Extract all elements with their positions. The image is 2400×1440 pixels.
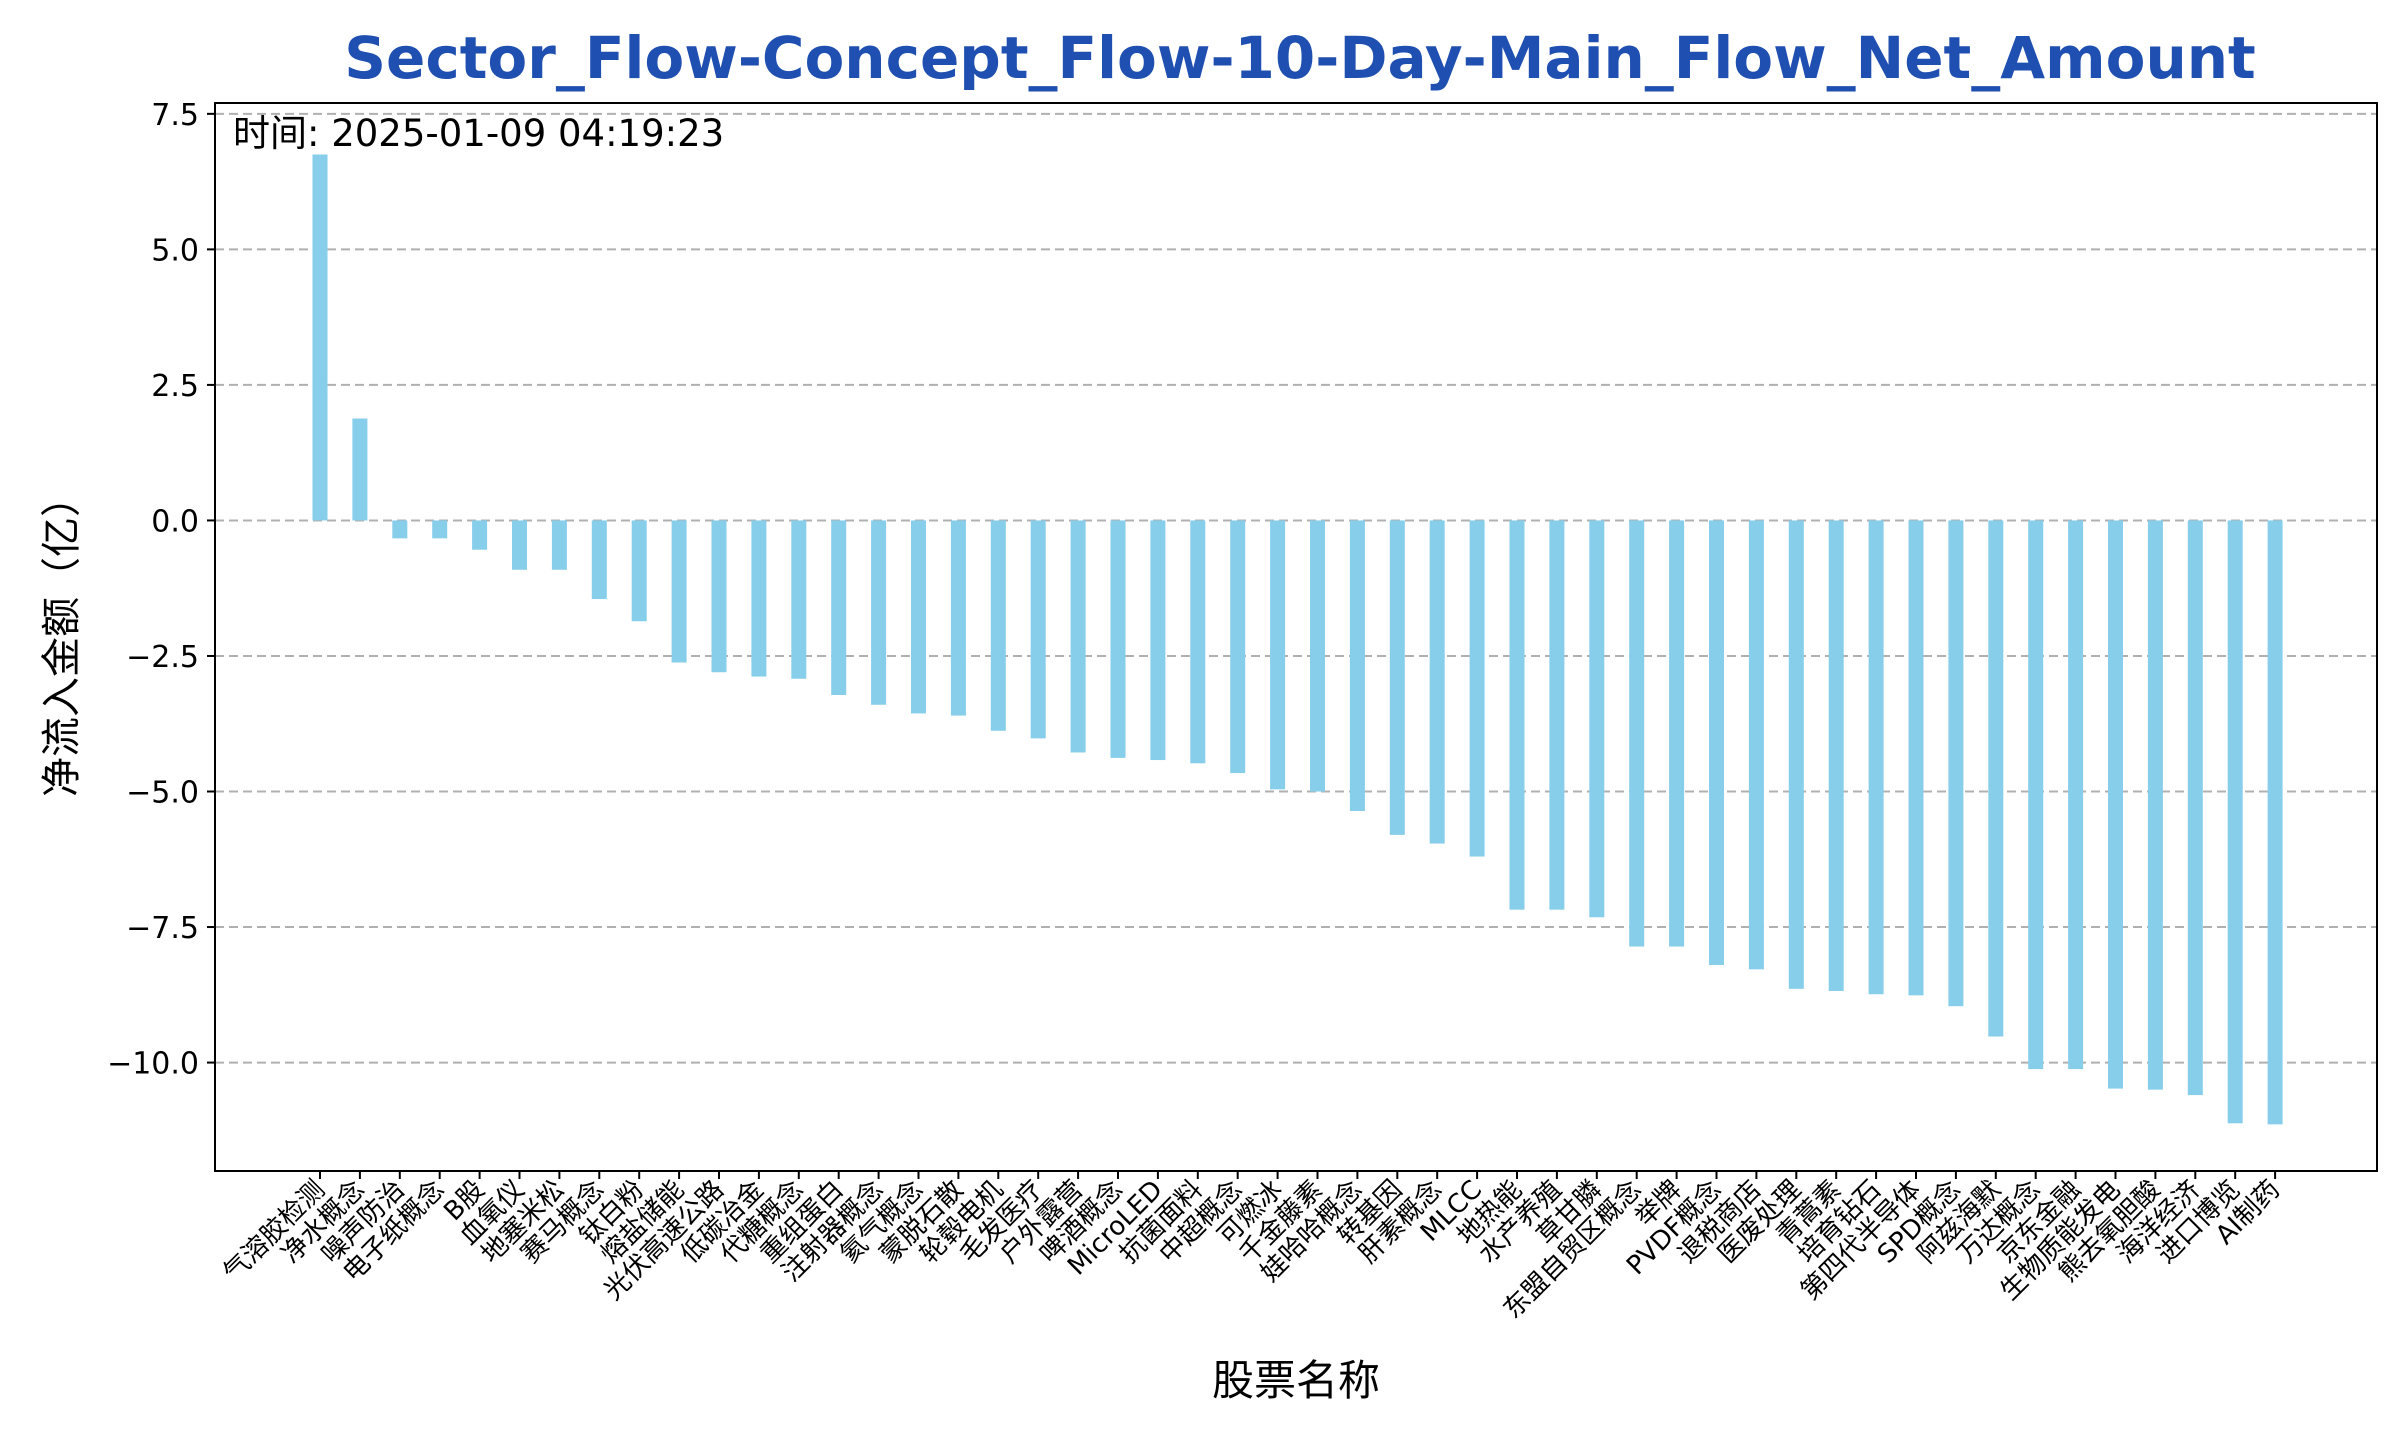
y-tick-label: −5.0 — [126, 776, 199, 811]
bar — [1070, 520, 1086, 753]
y-tick-label: 7.5 — [151, 98, 199, 133]
bars — [312, 154, 2283, 1125]
bar — [751, 520, 767, 677]
bar — [2028, 520, 2044, 1070]
bar — [1509, 520, 1525, 910]
bar — [1748, 520, 1764, 970]
bar — [831, 520, 847, 696]
bar — [2068, 520, 2084, 1070]
bar — [432, 520, 448, 539]
bar — [1429, 520, 1445, 844]
bar — [990, 520, 1006, 731]
bar — [551, 520, 567, 570]
bar — [911, 520, 926, 714]
bar — [392, 520, 408, 539]
gridlines — [215, 112, 2377, 1064]
bar — [1549, 520, 1565, 910]
bar — [950, 520, 966, 716]
bar — [871, 520, 887, 705]
bar — [1908, 520, 1924, 996]
y-axis-label: 净流入金额（亿） — [39, 477, 85, 797]
bar — [1110, 520, 1126, 758]
bar — [512, 520, 527, 570]
y-tick-label: 5.0 — [151, 233, 199, 268]
plot-frame — [214, 102, 2378, 1172]
bar — [1469, 520, 1485, 857]
bar — [1150, 520, 1166, 761]
bar — [1190, 520, 1206, 764]
y-tick-label: −2.5 — [126, 640, 199, 675]
bar — [1030, 520, 1046, 739]
bar — [1389, 520, 1405, 835]
bar — [1788, 520, 1804, 989]
bar — [1349, 520, 1365, 812]
bar — [1310, 520, 1325, 792]
bar — [1828, 520, 1844, 992]
bar — [472, 520, 488, 550]
bar — [1589, 520, 1605, 918]
bar — [1868, 520, 1884, 995]
bar — [1988, 520, 2004, 1037]
x-axis-ticks: 气溶胶检测净水概念噪声防治电子纸概念B股血氧仪地塞米松赛马概念钛白粉熔盐储能光伏… — [218, 1171, 2286, 1325]
bar — [1270, 520, 1286, 790]
bar — [2108, 520, 2123, 1089]
bar — [2267, 520, 2283, 1125]
y-tick-label: −10.0 — [107, 1047, 199, 1082]
bar — [1709, 520, 1724, 965]
bar — [312, 154, 328, 521]
bar — [2227, 520, 2243, 1124]
bar — [631, 520, 647, 622]
bar — [2147, 520, 2163, 1090]
bar — [591, 520, 607, 600]
bar — [671, 520, 687, 663]
bar — [1669, 520, 1685, 947]
bar — [1629, 520, 1645, 947]
bar — [2187, 520, 2203, 1096]
bar — [791, 520, 807, 679]
bar — [1230, 520, 1246, 774]
y-axis-ticks: 7.5 5.0 2.5 0.0 −2.5 −5.0 −7.5 −10.0 — [107, 98, 215, 1082]
bar — [1948, 520, 1964, 1007]
timestamp-annotation: 时间: 2025-01-09 04:19:23 — [233, 112, 724, 155]
chart-title: Sector_Flow-Concept_Flow-10-Day-Main_Flo… — [344, 24, 2256, 92]
x-axis-label: 股票名称 — [1212, 1356, 1380, 1405]
y-tick-label: 0.0 — [151, 504, 199, 539]
y-tick-label: −7.5 — [126, 911, 199, 946]
y-tick-label: 2.5 — [151, 369, 199, 404]
bar — [352, 418, 368, 521]
bar — [711, 520, 727, 673]
